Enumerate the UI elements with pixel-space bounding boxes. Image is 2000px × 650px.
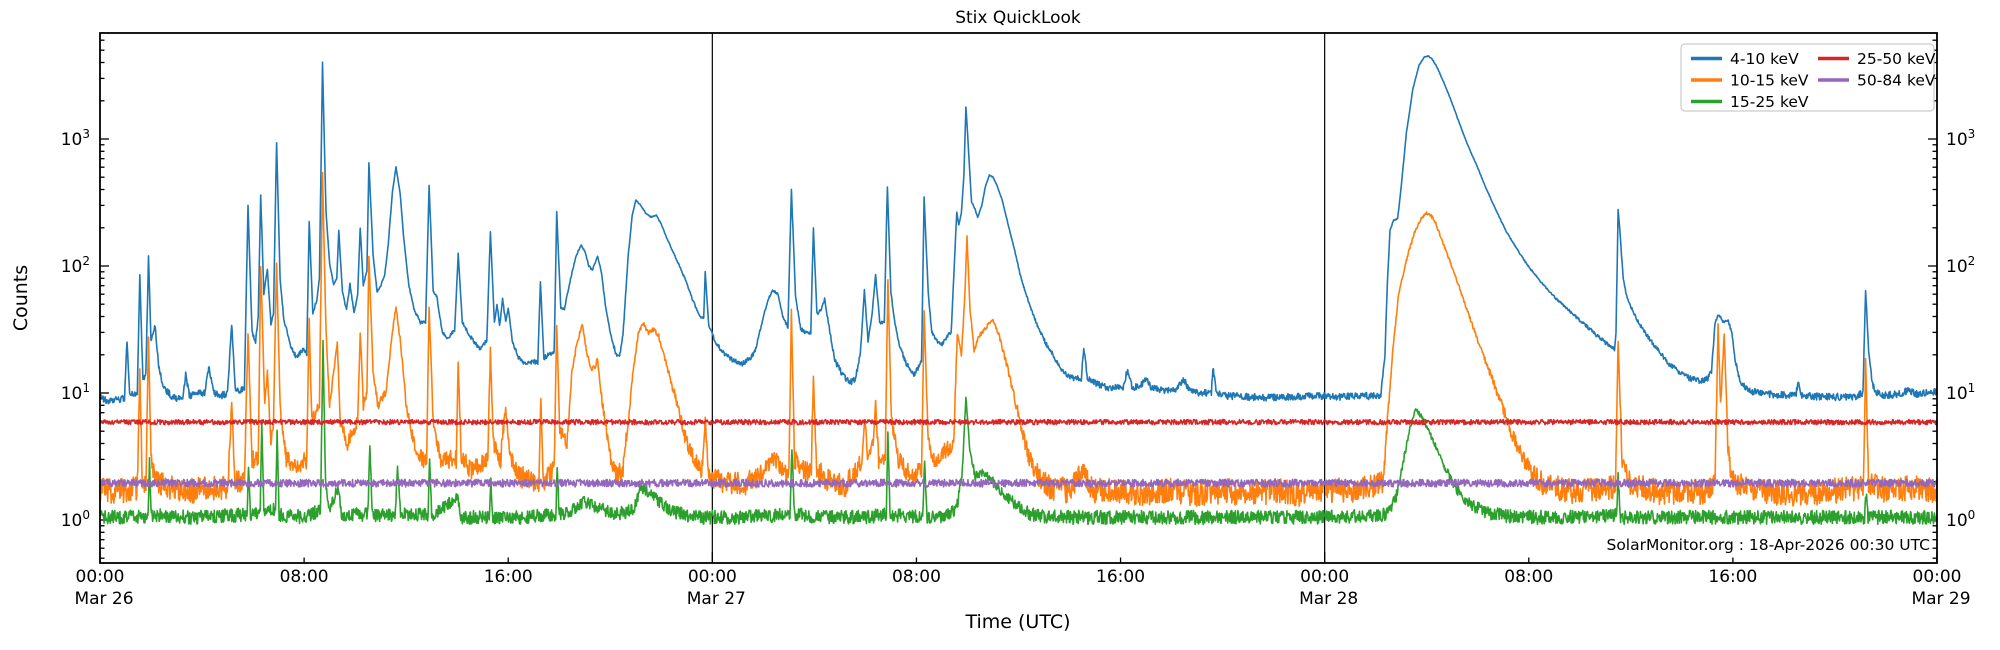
y-tick-label-left: 100: [61, 508, 90, 531]
y-axis-tick-labels: 100 100 101 101 102 102 103 103: [61, 127, 1976, 531]
plot-border: [99, 32, 1938, 564]
x-tick-label: 00:00: [1300, 567, 1349, 587]
x-tick-label: 16:00: [1096, 567, 1145, 587]
legend-label: 15-25 keV: [1730, 93, 1809, 111]
series-50-84keV: [99, 478, 1938, 488]
legend-box: [1680, 43, 1935, 112]
legend-label: 10-15 keV: [1730, 72, 1809, 90]
series-25-50keV: [99, 418, 1938, 426]
legend-item: 50-84 keV: [1818, 72, 1936, 90]
x-axis-label: Time (UTC): [965, 611, 1071, 633]
chart-title: Stix QuickLook: [955, 8, 1081, 28]
y-tick-label-right: 102: [1946, 254, 1975, 277]
x-date-label: Mar 29: [1911, 589, 1970, 609]
y-tick-label-left: 102: [61, 254, 90, 277]
x-date-label: Mar 28: [1299, 589, 1358, 609]
y-tick-label-right: 100: [1946, 508, 1975, 531]
legend-label: 50-84 keV: [1857, 72, 1936, 90]
x-tick-label: 00:00: [76, 567, 125, 587]
x-tick-label: 16:00: [1708, 567, 1757, 587]
x-tick-label: 08:00: [1504, 567, 1553, 587]
legend: 4-10 keV 10-15 keV 15-25 keV 25-50 keV 50-84…: [1680, 43, 1936, 112]
solarmonitor-watermark: SolarMonitor.org : 18-Apr-2026 00:30 UTC: [1606, 536, 1930, 554]
series-15-25keV: [99, 339, 1938, 526]
y-tick-label-left: 103: [61, 127, 90, 150]
y-tick-label-right: 101: [1946, 381, 1975, 404]
legend-item: 10-15 keV: [1691, 72, 1809, 90]
x-tick-label: 00:00: [1913, 567, 1962, 587]
x-tick-label: 16:00: [484, 567, 533, 587]
x-tick-label: 08:00: [280, 567, 329, 587]
x-date-label: Mar 27: [687, 589, 746, 609]
series-4-10keV: [99, 54, 1938, 405]
legend-item: 4-10 keV: [1691, 50, 1799, 68]
legend-item: 25-50 keV: [1818, 50, 1936, 68]
y-tick-label-left: 101: [61, 381, 90, 404]
series-10-15keV: [99, 171, 1938, 507]
y-tick-label-right: 103: [1946, 127, 1975, 150]
legend-label: 4-10 keV: [1730, 50, 1799, 68]
x-tick-label: 00:00: [688, 567, 737, 587]
y-axis-ticks: [100, 39, 1937, 559]
legend-item: 15-25 keV: [1691, 93, 1809, 111]
x-date-label: Mar 26: [74, 589, 133, 609]
legend-label: 25-50 keV: [1857, 50, 1936, 68]
x-tick-label: 08:00: [892, 567, 941, 587]
